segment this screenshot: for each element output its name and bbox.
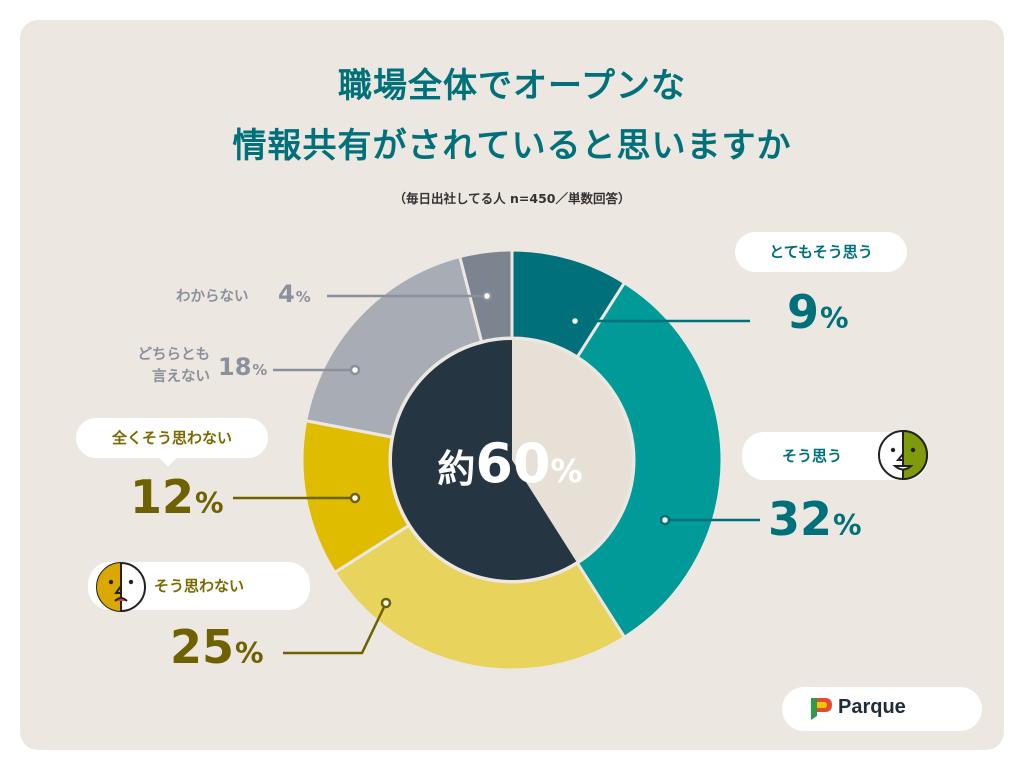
leader-dot-very-agree	[569, 315, 581, 327]
pill-pointer	[158, 456, 178, 467]
center-summary: 約60%	[400, 432, 620, 495]
center-unit: %	[550, 452, 583, 490]
label-pill-not-at-all: 全くそう思わない	[76, 418, 268, 458]
value-neither: 18%	[218, 353, 268, 381]
frowning-face-icon	[96, 562, 146, 612]
inner-slice-agree	[512, 340, 632, 562]
value-dont-know: 4%	[278, 280, 311, 308]
sample-note: （毎日出社してる人 n=450／単数回答）	[393, 191, 631, 206]
label-disagree: そう思わない	[154, 577, 245, 595]
label-very-agree: とてもそう思う	[769, 243, 873, 261]
parque-mark-icon	[811, 698, 832, 720]
leader-dot-disagree	[380, 597, 392, 609]
slice-disagree	[332, 523, 627, 672]
value-not-at-all: 12%	[130, 470, 224, 524]
label-pill-very-agree: とてもそう思う	[735, 232, 907, 272]
parque-logo: Parque	[782, 687, 982, 731]
leader-dot-dont-know	[481, 290, 493, 302]
center-value: 60	[475, 432, 551, 495]
leader-dot-not-at-all	[349, 492, 361, 504]
label-not-at-all: 全くそう思わない	[111, 429, 232, 447]
value-very-agree: 9%	[787, 285, 849, 339]
label-neither: どちらとも 言えない	[137, 347, 211, 385]
chart-title-line1: 職場全体でオープンな	[338, 66, 686, 106]
slice-agree	[575, 280, 724, 640]
slice-neither	[303, 254, 484, 439]
value-disagree: 25%	[170, 620, 264, 674]
chart-title-line2: 情報共有がされていると思いますか	[232, 126, 792, 166]
parque-wordmark: Parque	[838, 696, 906, 718]
smiling-face-icon	[878, 430, 928, 480]
inner-slice-summary	[392, 340, 577, 580]
label-agree: そう思う	[782, 447, 843, 465]
value-agree: 32%	[768, 492, 862, 546]
leader-dot-agree	[659, 514, 671, 526]
leader-line-disagree	[283, 602, 388, 655]
label-dont-know: わからない	[176, 289, 249, 305]
center-prefix: 約	[437, 447, 476, 491]
leader-dot-neither	[349, 364, 361, 376]
